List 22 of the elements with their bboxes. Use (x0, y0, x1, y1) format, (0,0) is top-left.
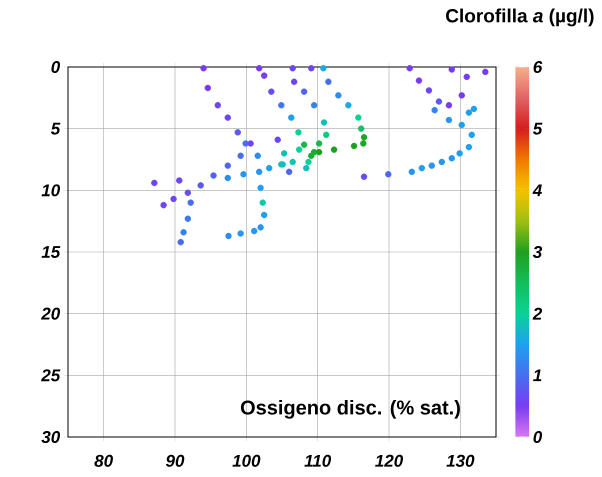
y-tick-label: 10 (42, 184, 60, 196)
x-axis-title: Ossigeno disc. (% sat.) (240, 400, 460, 419)
x-tick-label: 90 (166, 454, 184, 467)
x-tick-label: 80 (94, 454, 113, 467)
color-bar-label: 3 (532, 246, 542, 258)
color-bar-label: 1 (533, 369, 542, 382)
x-tick-label: 110 (304, 454, 332, 467)
y-tick-label: 25 (41, 369, 60, 382)
x-tick-label: 120 (375, 454, 404, 467)
y-tick-label: 15 (42, 246, 60, 258)
y-tick-label: 5 (50, 122, 60, 135)
color-bar-title: Clorofilla a (µg/l) (446, 8, 594, 26)
color-bar-label: 5 (532, 122, 542, 135)
x-tick-label: 100 (232, 454, 260, 467)
y-tick-label: 0 (51, 60, 60, 74)
x-tick-label: 130 (446, 454, 474, 467)
color-bar-label: 4 (532, 184, 542, 196)
color-bar-label: 6 (534, 60, 542, 74)
y-tick-label: 20 (41, 308, 60, 320)
color-bar-label: 2 (532, 308, 542, 320)
color-bar-label: 0 (534, 430, 542, 444)
y-tick-label: 30 (41, 430, 60, 444)
